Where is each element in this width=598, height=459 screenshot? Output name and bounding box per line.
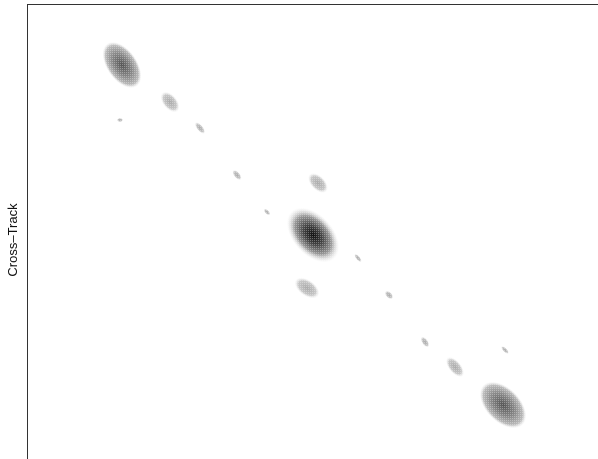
axis-label: Cross–Track <box>5 203 20 277</box>
image-blobs <box>90 30 550 450</box>
